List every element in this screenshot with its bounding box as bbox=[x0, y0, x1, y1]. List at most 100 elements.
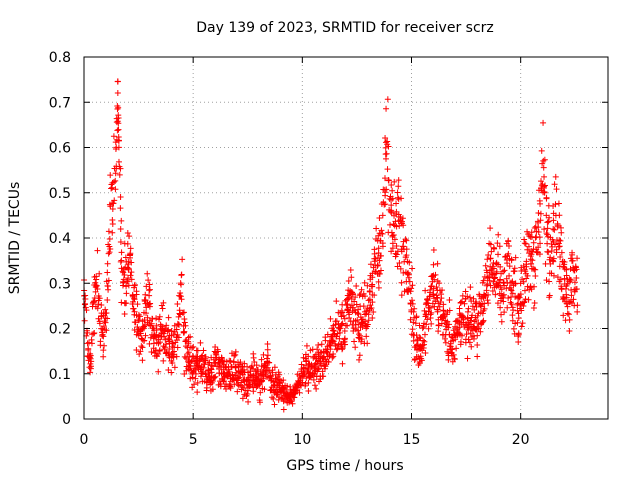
data-point bbox=[529, 257, 536, 264]
data-point bbox=[391, 178, 398, 185]
data-point bbox=[398, 218, 405, 225]
data-point bbox=[114, 90, 121, 97]
data-point bbox=[402, 254, 409, 261]
data-point bbox=[493, 268, 500, 275]
data-point bbox=[397, 265, 404, 272]
data-point bbox=[556, 212, 563, 219]
data-point bbox=[271, 364, 278, 371]
data-point bbox=[188, 358, 195, 365]
data-point bbox=[382, 144, 389, 151]
data-point bbox=[110, 133, 117, 140]
data-point bbox=[487, 241, 494, 248]
data-point bbox=[422, 350, 429, 357]
data-point bbox=[326, 351, 333, 358]
data-point bbox=[546, 292, 553, 299]
data-point bbox=[100, 353, 107, 360]
data-point bbox=[299, 379, 306, 386]
data-point bbox=[123, 283, 130, 290]
data-point bbox=[264, 341, 271, 347]
data-point bbox=[495, 251, 502, 258]
data-point bbox=[389, 187, 396, 194]
data-point bbox=[314, 346, 321, 353]
data-point bbox=[395, 177, 402, 184]
data-point bbox=[398, 292, 405, 299]
data-point bbox=[327, 315, 334, 322]
data-point bbox=[543, 277, 550, 284]
data-point bbox=[264, 364, 271, 371]
y-tick-label: 0.8 bbox=[49, 50, 71, 66]
data-point bbox=[514, 319, 521, 326]
data-point bbox=[153, 331, 160, 338]
data-point bbox=[504, 304, 511, 311]
data-point bbox=[266, 368, 273, 375]
data-point bbox=[352, 294, 359, 301]
data-point bbox=[407, 316, 414, 323]
data-point bbox=[223, 381, 230, 388]
data-point bbox=[409, 326, 416, 333]
data-point bbox=[332, 340, 339, 347]
data-point bbox=[355, 311, 362, 318]
data-point bbox=[345, 278, 352, 285]
data-point bbox=[443, 311, 450, 318]
data-point bbox=[323, 348, 330, 355]
data-point bbox=[169, 359, 176, 366]
data-point bbox=[287, 383, 294, 390]
data-point bbox=[411, 305, 418, 312]
data-point bbox=[537, 210, 544, 217]
data-point bbox=[450, 337, 457, 344]
data-point bbox=[214, 346, 221, 353]
data-point bbox=[541, 156, 548, 163]
data-point bbox=[329, 327, 336, 334]
data-point bbox=[416, 322, 423, 329]
data-point bbox=[421, 331, 428, 338]
data-point bbox=[200, 347, 207, 354]
data-point bbox=[203, 384, 210, 391]
data-point bbox=[430, 291, 437, 298]
data-point bbox=[504, 260, 511, 267]
data-point bbox=[131, 296, 138, 303]
data-point bbox=[537, 217, 544, 224]
data-point bbox=[495, 231, 502, 238]
data-point bbox=[370, 308, 377, 315]
y-tick-label: 0.1 bbox=[49, 367, 71, 383]
data-point bbox=[429, 273, 436, 280]
data-point bbox=[532, 266, 539, 273]
data-point bbox=[315, 341, 322, 348]
data-point bbox=[501, 267, 508, 274]
data-point bbox=[96, 295, 103, 302]
data-point bbox=[457, 299, 464, 306]
data-point bbox=[523, 275, 530, 282]
data-point bbox=[104, 260, 111, 267]
data-point bbox=[420, 337, 427, 344]
data-point bbox=[453, 345, 460, 352]
data-point bbox=[138, 343, 145, 350]
data-point bbox=[118, 257, 125, 264]
data-point bbox=[511, 330, 518, 337]
data-point bbox=[365, 311, 372, 318]
data-point bbox=[133, 291, 140, 298]
data-point bbox=[341, 315, 348, 322]
data-point bbox=[536, 251, 543, 258]
data-point bbox=[194, 379, 201, 386]
data-point bbox=[522, 296, 529, 303]
data-point bbox=[560, 263, 567, 270]
data-point bbox=[87, 369, 94, 376]
data-point bbox=[543, 195, 550, 202]
data-point bbox=[405, 269, 412, 276]
data-point bbox=[517, 291, 524, 298]
data-point bbox=[520, 303, 527, 310]
data-point bbox=[284, 383, 291, 390]
data-point bbox=[112, 170, 119, 177]
data-point bbox=[438, 291, 445, 298]
data-point bbox=[351, 338, 358, 345]
data-point bbox=[476, 292, 483, 299]
data-point bbox=[509, 312, 516, 319]
data-point bbox=[573, 274, 580, 281]
data-point bbox=[371, 292, 378, 299]
data-point bbox=[211, 374, 218, 381]
data-point bbox=[264, 352, 271, 359]
data-point bbox=[546, 214, 553, 221]
data-point bbox=[474, 353, 481, 360]
data-point bbox=[117, 225, 124, 232]
data-point bbox=[130, 305, 137, 312]
